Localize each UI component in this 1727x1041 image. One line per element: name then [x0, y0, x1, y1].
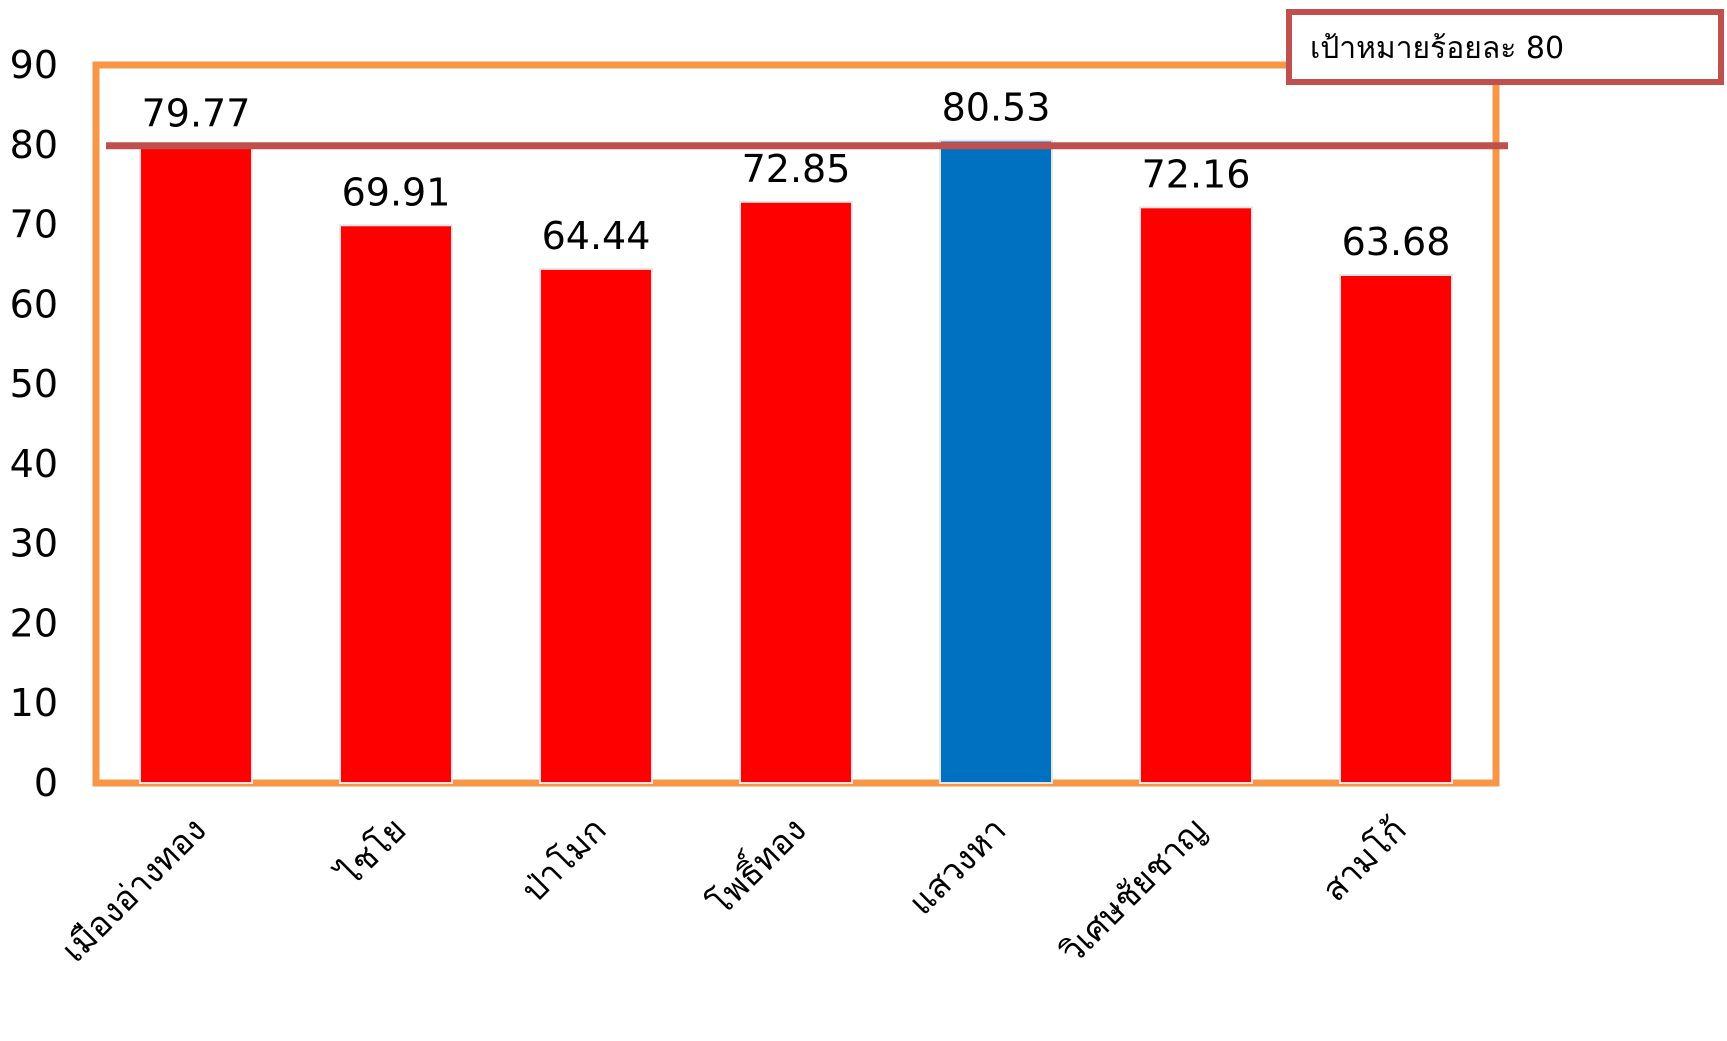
y-tick-label: 80: [10, 123, 58, 167]
target-legend: เป้าหมายร้อยละ 80: [1286, 9, 1724, 85]
data-label: 63.68: [1342, 220, 1451, 264]
data-labels: 79.77 69.91 64.44 72.85 80.53 72.16 63.68: [142, 86, 1451, 264]
y-tick-label: 60: [10, 282, 58, 326]
y-tick-label: 0: [34, 761, 58, 805]
bar: [139, 145, 253, 784]
x-tick-label: โพธิ์ทอง: [696, 806, 814, 924]
bar: [739, 200, 853, 784]
x-tick-label: แสวงหา: [901, 810, 1014, 923]
bar: [1339, 273, 1453, 784]
x-tick-label: เมืองอ่างทอง: [54, 810, 214, 970]
x-tick-label: ป่าโมก: [514, 810, 614, 910]
data-label: 72.85: [742, 147, 851, 191]
x-tick-label: วิเศษชัยชาญ: [1053, 810, 1215, 972]
data-label: 80.53: [942, 86, 1051, 130]
bars: [139, 139, 1453, 785]
y-tick-label: 70: [10, 203, 58, 247]
x-axis-labels: เมืองอ่างทอง ไชโย ป่าโมก โพธิ์ทอง แสวงหา วิเศ…: [54, 806, 1414, 972]
y-tick-label: 90: [10, 43, 58, 87]
y-tick-label: 30: [10, 522, 58, 566]
y-tick-label: 10: [10, 681, 58, 725]
bar: [939, 139, 1053, 784]
bar: [339, 224, 453, 784]
y-axis: 0 10 20 30 40 50 60 70 80 90: [10, 43, 58, 805]
data-label: 69.91: [342, 170, 451, 214]
bar: [1139, 206, 1253, 785]
data-label: 79.77: [142, 92, 251, 136]
x-tick-label: สามโก้: [1315, 810, 1415, 910]
target-legend-box: [1286, 9, 1724, 85]
y-tick-label: 20: [10, 601, 58, 645]
data-label: 64.44: [542, 214, 651, 258]
bar: [539, 267, 653, 784]
y-tick-label: 50: [10, 362, 58, 406]
y-tick-label: 40: [10, 442, 58, 486]
target-legend-label: เป้าหมายร้อยละ 80: [1310, 31, 1564, 66]
x-tick-label: ไชโย: [329, 810, 415, 896]
data-label: 72.16: [1142, 152, 1251, 196]
